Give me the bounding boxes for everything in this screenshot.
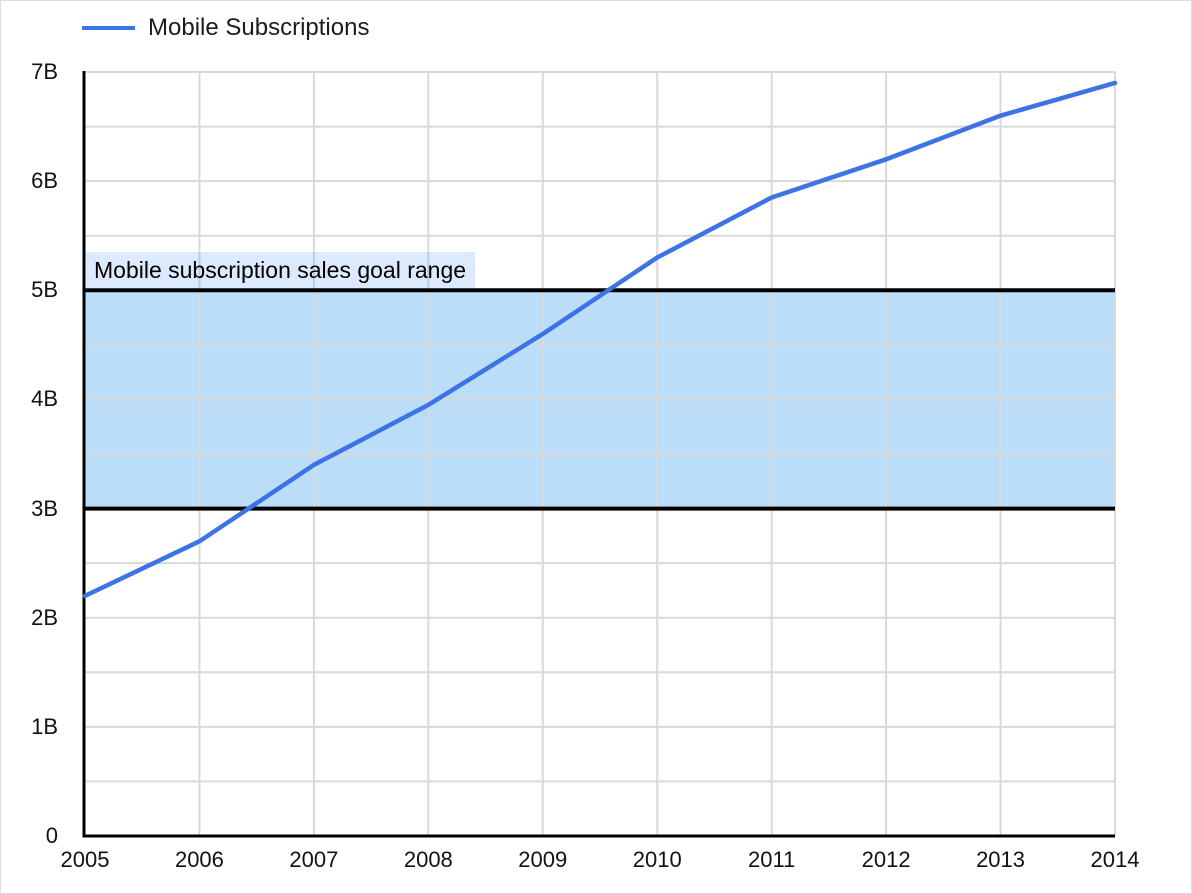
x-tick-label: 2007 (289, 847, 339, 872)
chart-legend: Mobile Subscriptions (82, 14, 369, 42)
goal-range-annotation-label: Mobile subscription sales goal range (85, 252, 476, 288)
y-tick-label: 3B (31, 495, 58, 521)
legend-series-label: Mobile Subscriptions (148, 14, 370, 41)
x-tick-label: 2005 (60, 847, 110, 872)
y-tick-label: 0 (45, 823, 58, 848)
x-tick-label: 2012 (861, 847, 911, 872)
x-tick-label: 2008 (403, 847, 453, 872)
x-tick-label: 2014 (1090, 847, 1140, 872)
y-tick-label: 5B (31, 277, 58, 303)
y-tick-label: 1B (31, 713, 58, 739)
legend-line-swatch (82, 26, 135, 30)
series-line-mobile-subscriptions (82, 80, 1118, 599)
x-tick-label: 2009 (518, 847, 568, 872)
x-tick-label: 2013 (976, 847, 1026, 872)
y-tick-label: 7B (31, 59, 58, 84)
y-tick-label: 6B (31, 168, 58, 194)
y-tick-label: 2B (31, 604, 58, 630)
x-tick-label: 2010 (632, 847, 682, 872)
x-tick-label: 2006 (174, 847, 224, 872)
y-tick-label: 4B (31, 386, 58, 412)
x-tick-label: 2011 (748, 847, 796, 872)
